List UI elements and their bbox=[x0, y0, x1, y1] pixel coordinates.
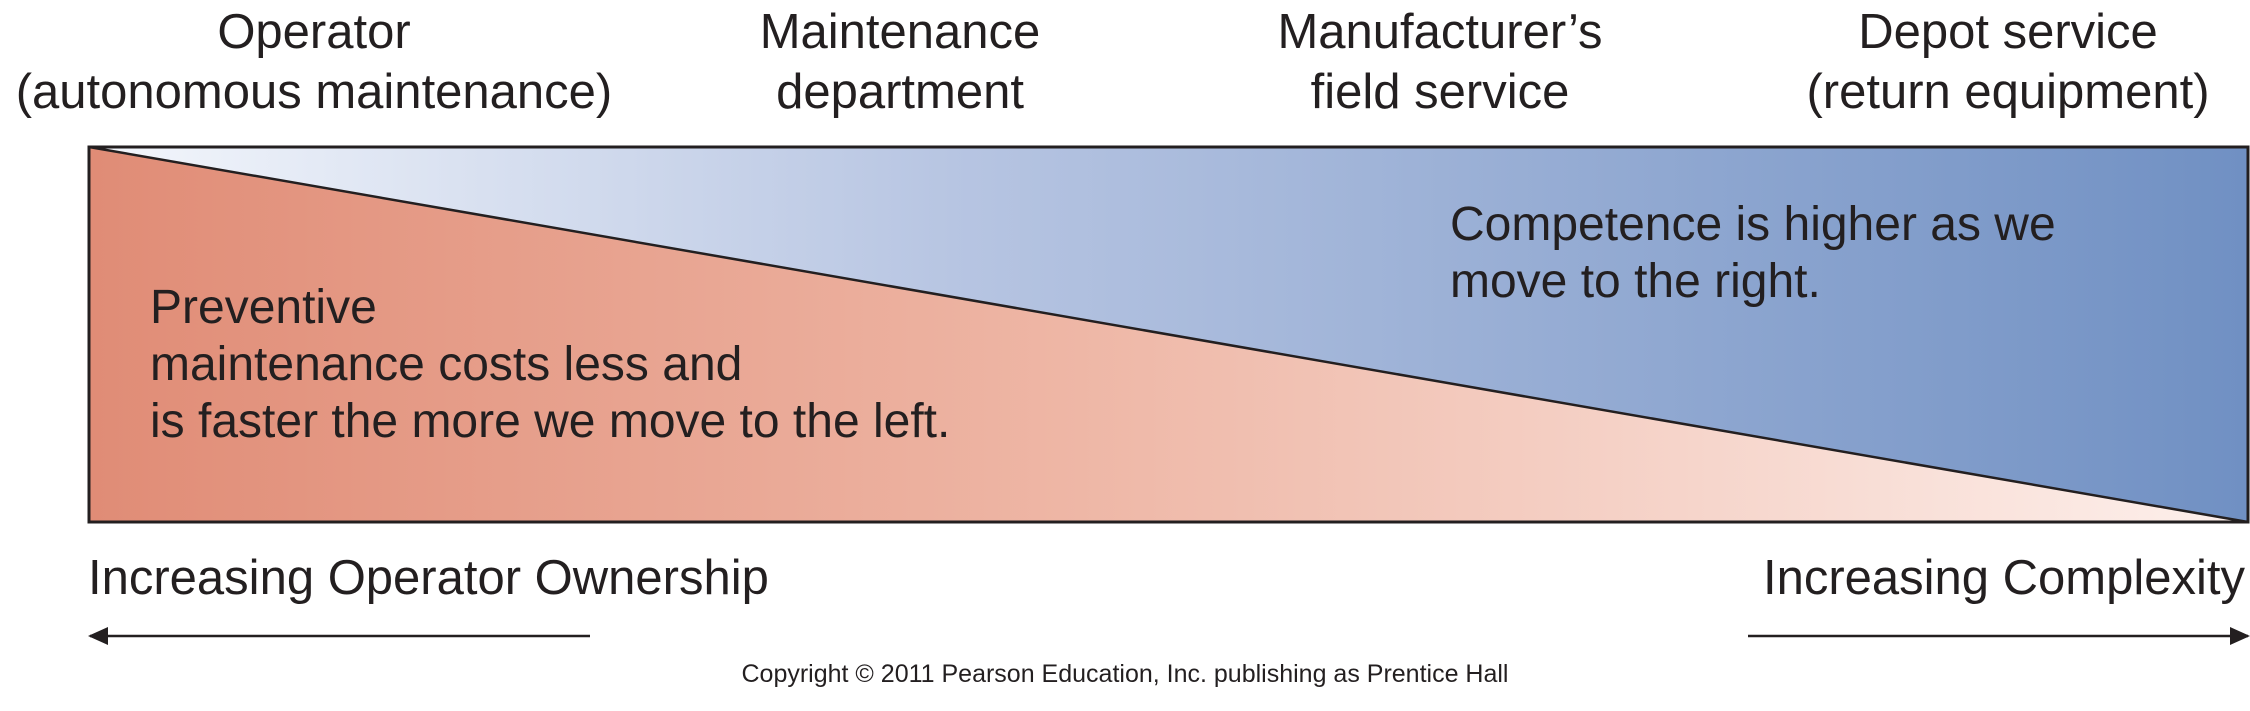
competence-note-line2: move to the right. bbox=[1450, 255, 1821, 308]
header-maintenance-department-line1: Maintenance bbox=[759, 5, 1041, 59]
header-depot-service-line2: (return equipment) bbox=[1806, 65, 2210, 119]
header-depot-service-line1: Depot service bbox=[1858, 5, 2158, 59]
header-operator: Operator (autonomous maintenance) bbox=[0, 2, 628, 122]
copyright-notice: Copyright © 2011 Pearson Education, Inc.… bbox=[741, 660, 1509, 688]
header-operator-line2: (autonomous maintenance) bbox=[15, 65, 613, 119]
cost-note-line1: Preventive bbox=[150, 281, 377, 334]
header-maintenance-department: Maintenance department bbox=[680, 2, 1120, 122]
operator-ownership-label: Increasing Operator Ownership bbox=[88, 551, 769, 605]
header-manufacturer-field-service-line1: Manufacturer’s bbox=[1277, 5, 1603, 59]
diagonal-divider bbox=[88, 145, 2249, 524]
header-operator-line1: Operator bbox=[217, 5, 411, 59]
header-depot-service: Depot service (return equipment) bbox=[1770, 2, 2246, 122]
cost-note-line3: is faster the more we move to the left. bbox=[150, 395, 951, 448]
complexity-label: Increasing Complexity bbox=[1762, 551, 2245, 605]
competence-note: Competence is higher as we move to the r… bbox=[1450, 196, 2056, 310]
cost-note-line2: maintenance costs less and bbox=[150, 338, 743, 391]
header-maintenance-department-line2: department bbox=[776, 65, 1024, 119]
header-manufacturer-field-service-line2: field service bbox=[1310, 65, 1570, 119]
header-manufacturer-field-service: Manufacturer’s field service bbox=[1200, 2, 1680, 122]
diagram-outline bbox=[87, 145, 2250, 524]
competence-note-line1: Competence is higher as we bbox=[1450, 198, 2056, 251]
cost-note: Preventive maintenance costs less and is… bbox=[150, 279, 950, 450]
